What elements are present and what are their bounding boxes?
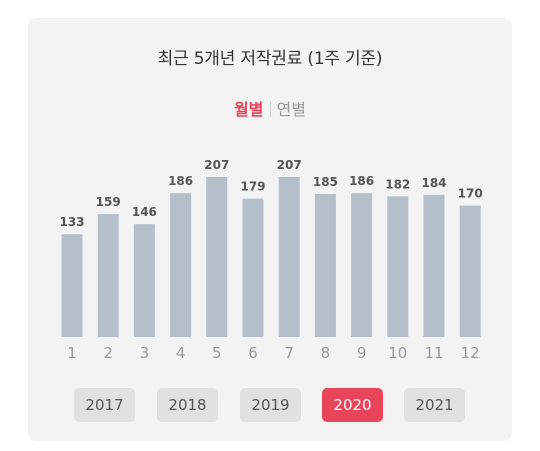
x-tick-5: 5 — [212, 344, 222, 362]
bar-5 — [206, 177, 228, 337]
bar-1 — [61, 234, 83, 337]
monthly-tab[interactable]: 월별 — [234, 100, 264, 119]
bar-10 — [387, 196, 409, 337]
data-label-7: 207 — [277, 158, 302, 172]
bar-6 — [242, 198, 264, 337]
royalty-card: 최근 5개년 저작권료 (1주 기준) 월별 연별 133 1 159 2 146 3 186… — [28, 18, 512, 441]
x-tick-6: 6 — [248, 344, 258, 362]
year-button-2021[interactable]: 2021 — [404, 388, 465, 422]
year-button-2020[interactable]: 2020 — [322, 388, 383, 422]
toggle-divider — [269, 102, 271, 117]
bar-8 — [314, 194, 336, 337]
x-tick-11: 11 — [424, 344, 443, 362]
bar-3 — [133, 224, 155, 337]
bar-2 — [97, 214, 119, 337]
data-label-12: 170 — [458, 187, 483, 201]
x-tick-4: 4 — [176, 344, 186, 362]
data-label-9: 186 — [349, 174, 374, 188]
x-tick-1: 1 — [67, 344, 77, 362]
x-tick-9: 9 — [357, 344, 367, 362]
yearly-tab[interactable]: 연별 — [276, 100, 306, 119]
data-label-11: 184 — [421, 176, 446, 190]
bar-4 — [170, 193, 192, 337]
year-button-2019[interactable]: 2019 — [240, 388, 301, 422]
data-label-5: 207 — [204, 158, 229, 172]
bar-chart: 133 1 159 2 146 3 186 4 207 5 179 6 207 7 185 8 186 9 182 1… — [59, 158, 483, 362]
x-tick-7: 7 — [284, 344, 294, 362]
x-tick-12: 12 — [461, 344, 480, 362]
data-label-4: 186 — [168, 174, 193, 188]
year-selector: 2017 2018 2019 2020 2021 — [28, 388, 512, 422]
data-label-1: 133 — [59, 215, 84, 229]
x-tick-2: 2 — [103, 344, 113, 362]
data-label-6: 179 — [240, 180, 265, 194]
bar-11 — [423, 194, 445, 337]
period-toggle: 월별 연별 — [28, 98, 512, 122]
x-tick-3: 3 — [140, 344, 150, 362]
bar-12 — [459, 205, 481, 337]
x-tick-10: 10 — [388, 344, 407, 362]
data-label-2: 159 — [96, 195, 121, 209]
x-tick-8: 8 — [321, 344, 331, 362]
year-button-2018[interactable]: 2018 — [157, 388, 218, 422]
data-label-8: 185 — [313, 175, 338, 189]
data-label-10: 182 — [385, 177, 410, 191]
chart-title: 최근 5개년 저작권료 (1주 기준) — [157, 49, 383, 69]
data-label-3: 146 — [132, 205, 157, 219]
year-button-2017[interactable]: 2017 — [74, 388, 135, 422]
bar-9 — [351, 193, 373, 337]
bar-7 — [278, 177, 300, 337]
